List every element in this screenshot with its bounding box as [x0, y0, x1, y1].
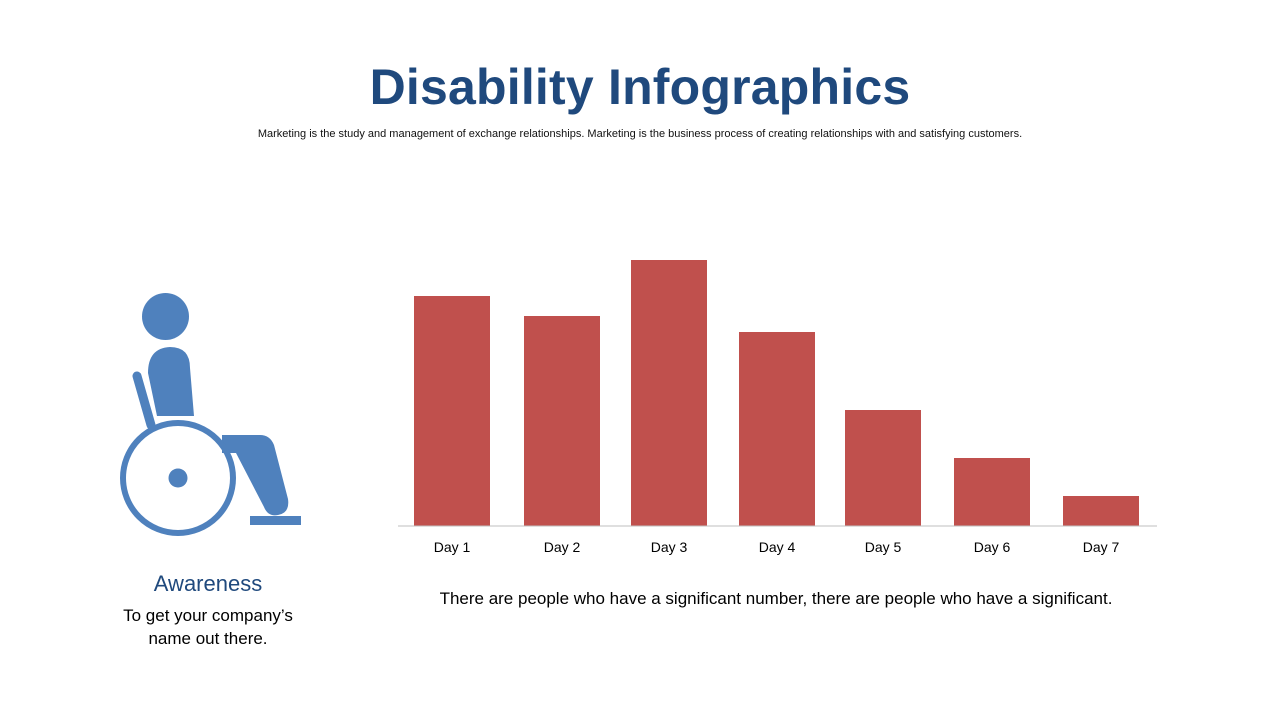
- bar-3: [631, 260, 707, 526]
- bar-7: [1063, 496, 1139, 526]
- bar-chart: Day 1 Day 2 Day 3 Day 4 Day 5 Day 6 Day 7: [398, 260, 1157, 555]
- x-tick-label: Day 3: [651, 539, 688, 555]
- x-tick-label: Day 6: [974, 539, 1011, 555]
- awareness-text: To get your company’s name out there.: [123, 606, 293, 648]
- page-title: Disability Infographics: [369, 59, 911, 115]
- x-tick-label: Day 1: [434, 539, 471, 555]
- x-tick-label: Day 5: [865, 539, 902, 555]
- wheelchair-wheel: [120, 420, 236, 536]
- bars-group: [414, 260, 1139, 526]
- bar-4: [739, 332, 815, 526]
- bar-5: [845, 410, 921, 526]
- awareness-heading: Awareness: [153, 571, 263, 596]
- wheelchair-leg: [222, 435, 289, 516]
- bar-6: [954, 458, 1030, 526]
- wheelchair-head: [142, 293, 189, 340]
- wheelchair-hub: [168, 468, 188, 488]
- wheelchair-torso: [148, 347, 194, 416]
- wheelchair-back-frame: [132, 371, 156, 430]
- x-tick-label: Day 7: [1083, 539, 1120, 555]
- x-tick-label: Day 2: [544, 539, 581, 555]
- wheelchair-footrest: [250, 516, 301, 525]
- wheelchair-icon: [110, 285, 310, 545]
- x-tick-labels: Day 1 Day 2 Day 3 Day 4 Day 5 Day 6 Day 7: [434, 539, 1120, 555]
- bar-2: [524, 316, 600, 526]
- bar-1: [414, 296, 490, 526]
- chart-caption: There are people who have a significant …: [439, 589, 1113, 608]
- page-subtitle: Marketing is the study and management of…: [257, 128, 1023, 140]
- x-tick-label: Day 4: [759, 539, 796, 555]
